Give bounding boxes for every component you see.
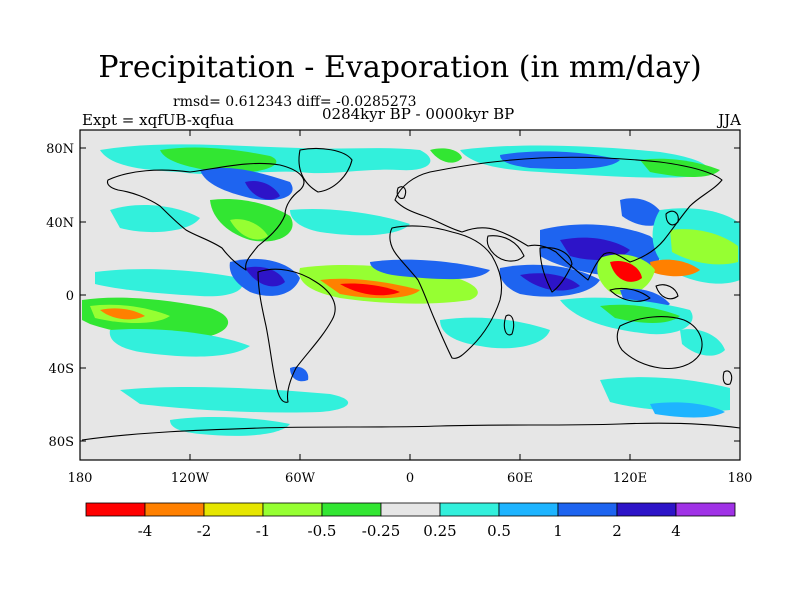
x-tick-label: 120W (171, 471, 210, 486)
anomaly-field (82, 144, 740, 436)
colorbar-swatch (498, 502, 559, 517)
colorbar-swatch (439, 502, 500, 517)
colorbar-swatch (675, 502, 736, 517)
colorbar-label: 4 (671, 522, 681, 540)
y-tick-label: 0 (66, 289, 74, 304)
x-tick-label: 180 (68, 471, 93, 486)
x-tick-label: 60E (507, 471, 533, 486)
y-tick-label: 80S (49, 435, 74, 450)
colorbar-swatch (144, 502, 205, 517)
colorbar-swatch (616, 502, 677, 517)
map-title: Precipitation - Evaporation (in mm/day) (98, 50, 702, 85)
y-tick-label: 40N (46, 216, 74, 231)
x-axis (79, 130, 741, 460)
season-label: JJA (718, 111, 741, 129)
colorbar-label: -0.25 (362, 522, 400, 540)
period-label: 0284kyr BP - 0000kyr BP (322, 105, 515, 123)
x-tick-label: 60W (285, 471, 316, 486)
colorbar (85, 502, 736, 517)
colorbar-swatch (557, 502, 618, 517)
colorbar-swatch (321, 502, 382, 517)
stats-text: rmsd= 0.612343 diff= -0.0285273 (173, 94, 417, 110)
colorbar-labels: -4 -2 -1 -0.5 -0.25 0.25 0.5 1 2 4 (138, 522, 681, 540)
colorbar-label: -4 (138, 522, 153, 540)
y-tick-label: 80N (46, 142, 74, 157)
colorbar-swatch (380, 502, 441, 517)
colorbar-label: -1 (256, 522, 271, 540)
x-tick-label: 120E (613, 471, 647, 486)
y-tick-label: 40S (49, 362, 74, 377)
y-axis (80, 147, 740, 442)
colorbar-label: 0.25 (423, 522, 456, 540)
colorbar-label: 1 (553, 522, 563, 540)
colorbar-label: -2 (197, 522, 212, 540)
x-tick-label: 180 (728, 471, 753, 486)
colorbar-label: 0.5 (487, 522, 511, 540)
coastlines (81, 147, 741, 441)
x-tick-label: 0 (406, 471, 414, 486)
colorbar-swatch (203, 502, 264, 517)
colorbar-swatch (85, 502, 146, 517)
colorbar-swatch (262, 502, 323, 517)
experiment-label: Expt = xqfUB-xqfua (82, 111, 234, 129)
colorbar-label: 2 (612, 522, 622, 540)
colorbar-label: -0.5 (308, 522, 337, 540)
